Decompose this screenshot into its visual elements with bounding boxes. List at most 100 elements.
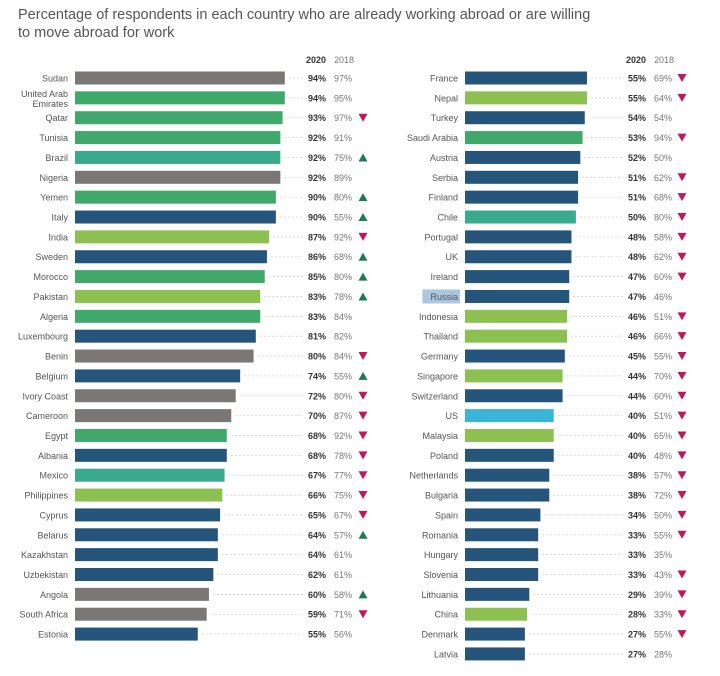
trend-down-icon-cameroon xyxy=(358,411,368,420)
country-label-france: France xyxy=(430,74,458,84)
bar-turkey xyxy=(465,111,585,125)
bar-spain xyxy=(465,508,541,522)
country-label-united-arab-emirates: United Arab Emirates xyxy=(21,89,69,109)
country-label-slovenia: Slovenia xyxy=(423,570,458,580)
bar-india xyxy=(75,230,270,244)
country-label-austria: Austria xyxy=(430,153,458,163)
value-2020-france: 55% xyxy=(628,74,646,84)
value-2020-poland: 40% xyxy=(628,451,646,461)
bar-bulgaria xyxy=(465,488,550,502)
trend-up-icon-belgium xyxy=(358,371,368,380)
value-2020-netherlands: 38% xyxy=(628,471,646,481)
bar-belarus xyxy=(75,528,218,542)
bar-cameroon xyxy=(75,409,232,423)
trend-up-icon-yemen xyxy=(358,193,368,202)
value-2020-chile: 50% xyxy=(628,213,646,223)
value-2020-cameroon: 70% xyxy=(308,411,326,421)
trend-down-icon-ivory-coast xyxy=(358,391,368,400)
value-2018-estonia: 56% xyxy=(334,630,352,640)
trend-up-icon-morocco xyxy=(358,272,368,281)
bar-pakistan xyxy=(75,289,261,303)
value-2018-romania: 55% xyxy=(654,530,672,540)
value-2020-us: 40% xyxy=(628,411,646,421)
value-2018-cameroon: 87% xyxy=(334,411,352,421)
value-2018-us: 51% xyxy=(654,411,672,421)
value-2018-slovenia: 43% xyxy=(654,570,672,580)
value-2020-finland: 51% xyxy=(628,193,646,203)
value-2020-germany: 45% xyxy=(628,352,646,362)
value-2020-uk: 48% xyxy=(628,252,646,262)
trend-down-icon-china xyxy=(677,610,687,619)
trend-down-icon-france xyxy=(677,74,687,82)
country-label-belgium: Belgium xyxy=(35,371,68,381)
bar-egypt xyxy=(75,428,227,442)
trend-down-icon-slovenia xyxy=(677,570,687,579)
value-2018-nigeria: 89% xyxy=(334,173,352,183)
value-2020-estonia: 55% xyxy=(308,630,326,640)
bar-switzerland xyxy=(465,389,563,403)
bar-uzbekistan xyxy=(75,568,214,581)
value-2020-angola: 60% xyxy=(308,590,326,600)
bar-algeria xyxy=(75,309,261,323)
value-2018-mexico: 77% xyxy=(334,471,352,481)
value-2018-algeria: 84% xyxy=(334,312,352,322)
country-label-egypt: Egypt xyxy=(45,431,69,441)
bar-south-africa xyxy=(75,607,207,621)
value-2018-nepal: 64% xyxy=(654,93,672,103)
header-2018: 2018 xyxy=(334,55,354,65)
country-label-chile: Chile xyxy=(437,213,458,223)
value-2020-turkey: 54% xyxy=(628,113,646,123)
value-2018-thailand: 66% xyxy=(654,332,672,342)
trend-up-icon-pakistan xyxy=(358,292,368,301)
country-label-estonia: Estonia xyxy=(38,630,68,640)
value-2020-hungary: 33% xyxy=(628,550,646,560)
value-2018-uk: 62% xyxy=(654,252,672,262)
trend-down-icon-indonesia xyxy=(677,312,687,321)
value-2018-morocco: 80% xyxy=(334,272,352,282)
bar-malaysia xyxy=(465,428,554,442)
country-label-sudan: Sudan xyxy=(42,74,68,84)
country-label-us: US xyxy=(445,411,458,421)
country-label-uk: UK xyxy=(445,252,458,262)
country-label-south-africa: South Africa xyxy=(19,610,68,620)
trend-down-icon-poland xyxy=(677,451,687,460)
value-2020-united-arab-emirates: 94% xyxy=(308,93,326,103)
trend-up-icon-sweden xyxy=(358,252,368,261)
country-label-qatar: Qatar xyxy=(45,113,68,123)
value-2020-pakistan: 83% xyxy=(308,292,326,302)
value-2020-south-africa: 59% xyxy=(308,610,326,620)
value-2018-sudan: 97% xyxy=(334,74,352,84)
value-2018-belgium: 55% xyxy=(334,371,352,381)
country-label-saudi-arabia: Saudi Arabia xyxy=(407,133,458,143)
value-2020-egypt: 68% xyxy=(308,431,326,441)
value-2018-ireland: 60% xyxy=(654,272,672,282)
value-2020-luxembourg: 81% xyxy=(308,332,326,342)
value-2018-malaysia: 65% xyxy=(654,431,672,441)
bar-us xyxy=(465,409,554,423)
value-2018-philippines: 75% xyxy=(334,491,352,501)
value-2020-austria: 52% xyxy=(628,153,646,163)
country-label-india: India xyxy=(48,232,68,242)
value-2020-belarus: 64% xyxy=(308,530,326,540)
country-label-cameroon: Cameroon xyxy=(26,411,68,421)
trend-down-icon-germany xyxy=(677,352,687,361)
country-label-denmark: Denmark xyxy=(421,630,458,640)
country-label-china: China xyxy=(434,610,458,620)
value-2020-brazil: 92% xyxy=(308,153,326,163)
bar-nepal xyxy=(465,91,587,105)
value-2020-nepal: 55% xyxy=(628,93,646,103)
country-label-morocco: Morocco xyxy=(33,272,68,282)
trend-down-icon-chile xyxy=(677,213,687,222)
value-2018-russia: 46% xyxy=(654,292,672,302)
trend-down-icon-spain xyxy=(677,510,687,519)
value-2020-slovenia: 33% xyxy=(628,570,646,580)
value-2020-tunisia: 92% xyxy=(308,133,326,143)
value-2020-morocco: 85% xyxy=(308,272,326,282)
value-2020-sweden: 86% xyxy=(308,252,326,262)
country-label-brazil: Brazil xyxy=(45,153,68,163)
country-label-finland: Finland xyxy=(428,193,458,203)
value-2020-belgium: 74% xyxy=(308,371,326,381)
value-2020-china: 28% xyxy=(628,610,646,620)
country-label-malaysia: Malaysia xyxy=(422,431,458,441)
bar-denmark xyxy=(465,627,525,641)
